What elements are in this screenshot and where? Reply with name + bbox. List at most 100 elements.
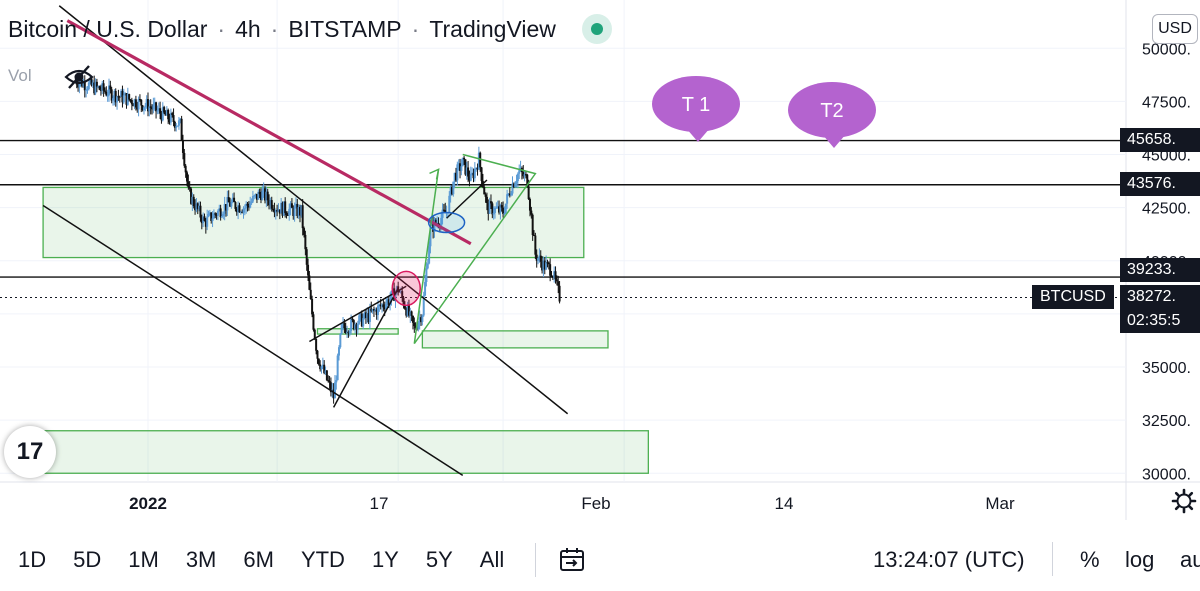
candle-body — [159, 108, 162, 114]
candle-body — [516, 173, 519, 182]
y-tick-label: 32500. — [1142, 413, 1191, 430]
candle-body — [550, 275, 553, 277]
candle-body — [87, 82, 90, 90]
candle-body — [440, 217, 443, 227]
chart-canvas[interactable]: T 1T250000.47500.45000.42500.40000.37500… — [0, 0, 1200, 520]
candle-body — [426, 263, 429, 269]
interval-label[interactable]: 4h — [235, 15, 261, 42]
candle-body — [251, 196, 254, 202]
candle-body — [344, 327, 347, 333]
symbol-header[interactable]: Bitcoin / U.S. Dollar · 4h · BITSTAMP · … — [8, 14, 612, 44]
candle-body — [198, 205, 201, 209]
candle-body — [546, 262, 549, 264]
range-all[interactable]: All — [479, 546, 505, 572]
range-1y[interactable]: 1Y — [371, 546, 399, 572]
range-ytd[interactable]: YTD — [300, 546, 345, 572]
range-1m[interactable]: 1M — [128, 546, 159, 572]
range-6m[interactable]: 6M — [243, 546, 274, 572]
demand-zone-rect — [42, 430, 649, 474]
candle-body — [181, 140, 184, 153]
candle-body — [465, 167, 468, 175]
candle-body — [420, 317, 423, 322]
volume-label[interactable]: Vol — [8, 66, 32, 85]
trendline — [332, 288, 399, 408]
candle-body — [320, 366, 323, 370]
candle-body — [526, 174, 529, 187]
candle-body — [241, 211, 244, 213]
tradingview-logo-icon[interactable]: 17 — [4, 426, 56, 478]
candle-body — [321, 364, 324, 367]
candle-body — [398, 291, 401, 293]
gear-icon[interactable] — [1171, 488, 1197, 514]
bottom-toolbar: 1D 5D 1M 3M 6M YTD 1Y 5Y All 13:24:07 (U… — [0, 528, 1200, 591]
candle-body — [514, 183, 517, 188]
annotation-t1-bubble — [652, 76, 740, 132]
price-chart[interactable]: T 1T250000.47500.45000.42500.40000.37500… — [0, 0, 1200, 520]
candle-body — [336, 355, 339, 381]
candle-body — [340, 324, 343, 334]
candle-body — [152, 104, 155, 110]
candle-body — [422, 295, 425, 316]
candle-body — [488, 201, 491, 214]
candle-body — [90, 78, 93, 86]
candle-body — [298, 206, 301, 216]
currency-button[interactable]: USD — [1152, 14, 1198, 44]
candle-body — [441, 209, 444, 218]
candle-body — [250, 201, 253, 204]
eye-hidden-icon[interactable] — [64, 64, 94, 90]
utc-clock[interactable]: 13:24:07 (UTC) — [873, 546, 1025, 572]
candle-body — [206, 216, 209, 227]
candle-body — [370, 308, 373, 312]
candle-body — [77, 84, 80, 88]
go-to-date-icon[interactable] — [558, 547, 586, 573]
candle-body — [167, 109, 170, 120]
candle-body — [270, 200, 273, 209]
candle-body — [94, 81, 97, 94]
candle-body — [86, 89, 89, 91]
x-tick-label: 2022 — [129, 494, 167, 513]
candle-body — [280, 202, 283, 214]
candle-body — [161, 107, 164, 121]
candle-body — [528, 199, 531, 211]
range-5d[interactable]: 5D — [73, 546, 102, 572]
annotation-t2-bubble-tail — [822, 134, 846, 148]
candle-body — [496, 206, 499, 208]
candle-body — [301, 205, 304, 229]
candle-body — [233, 197, 236, 203]
candle-body — [317, 358, 320, 365]
candle-body — [187, 181, 190, 187]
retest-circle-marker — [427, 211, 466, 234]
candle-body — [261, 191, 264, 200]
candle-body — [202, 216, 205, 224]
range-3m[interactable]: 3M — [185, 546, 217, 572]
range-5y[interactable]: 5Y — [425, 546, 453, 572]
candle-body — [495, 207, 498, 209]
candle-body — [463, 157, 466, 160]
candle-body — [222, 213, 225, 217]
candle-body — [510, 193, 513, 196]
percent-scale-button[interactable]: % — [1080, 546, 1100, 572]
trendline — [413, 153, 537, 345]
candle-body — [303, 228, 306, 235]
candle-body — [360, 313, 363, 327]
candle-body — [491, 203, 494, 215]
candle-body — [479, 152, 482, 168]
candle-body — [323, 364, 326, 374]
symbol-title: Bitcoin / U.S. Dollar — [8, 15, 208, 42]
candle-body — [78, 82, 81, 88]
candle-body — [315, 338, 318, 351]
log-scale-button[interactable]: log — [1125, 546, 1155, 572]
candle-body — [300, 205, 303, 216]
range-1d[interactable]: 1D — [18, 546, 47, 572]
candle-body — [339, 333, 342, 348]
candle-body — [98, 86, 101, 90]
candle-body — [160, 113, 163, 121]
candle-body — [199, 205, 202, 218]
candle-body — [327, 380, 330, 382]
auto-scale-button[interactable]: au — [1180, 546, 1200, 572]
candle-body — [215, 214, 218, 216]
candle-body — [132, 104, 135, 107]
brand-label: TradingView — [429, 15, 556, 42]
candle-body — [129, 99, 132, 101]
candle-body — [364, 312, 367, 318]
